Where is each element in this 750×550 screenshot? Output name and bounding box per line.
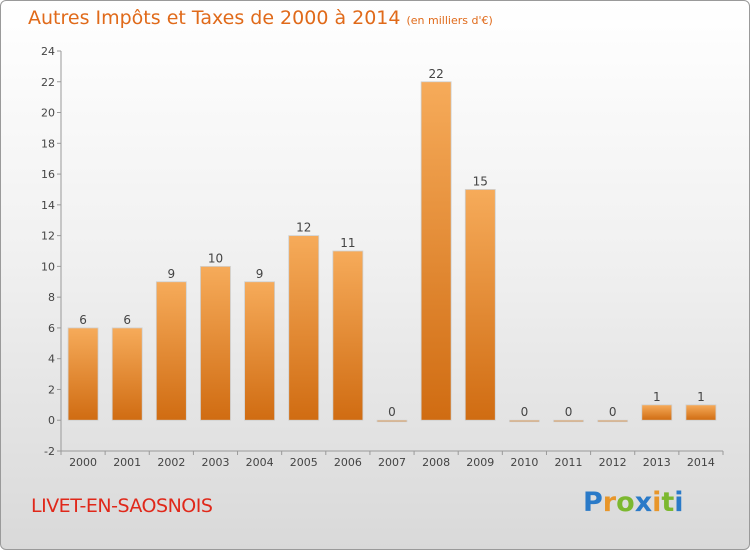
bar [244, 281, 276, 421]
x-tick-label: 2014 [687, 456, 715, 469]
bar [200, 265, 231, 421]
x-tick-label: 2004 [246, 456, 274, 469]
chart-title: Autres Impôts et Taxes de 2000 à 2014 [28, 7, 401, 29]
y-tick-label: 8 [48, 291, 55, 304]
bar [685, 404, 717, 421]
bar [376, 419, 408, 423]
bar-value-label: 10 [208, 251, 223, 265]
bar [464, 189, 496, 421]
bar [288, 235, 320, 421]
bar-value-label: 0 [565, 405, 573, 419]
y-tick-label: 20 [41, 107, 55, 120]
x-tick-label: 2001 [113, 456, 141, 469]
x-tick-label: 2009 [466, 456, 494, 469]
bar-value-label: 9 [168, 267, 176, 281]
y-tick-label: 0 [48, 414, 55, 427]
x-tick-label: 2000 [69, 456, 97, 469]
bar [332, 250, 364, 421]
y-tick-label: 24 [41, 45, 55, 58]
bar-value-label: 0 [388, 405, 396, 419]
y-tick-label: 18 [41, 137, 55, 150]
bar-value-label: 9 [256, 267, 264, 281]
x-tick-label: 2003 [201, 456, 229, 469]
y-tick-label: 2 [48, 383, 55, 396]
x-tick-label: 2012 [599, 456, 627, 469]
bar-value-label: 22 [428, 67, 443, 81]
x-tick-label: 2007 [378, 456, 406, 469]
y-tick-label: 14 [41, 199, 55, 212]
bar-value-label: 11 [340, 236, 355, 250]
x-tick-label: 2006 [334, 456, 362, 469]
bar [641, 404, 673, 421]
bar-value-label: 0 [609, 405, 617, 419]
y-tick-label: 16 [41, 168, 55, 181]
x-tick-label: 2005 [290, 456, 318, 469]
bar [420, 81, 452, 421]
bar-value-label: 1 [697, 390, 705, 404]
bar-value-label: 6 [79, 313, 87, 327]
bar-value-label: 12 [296, 221, 311, 235]
x-tick-label: 2008 [422, 456, 450, 469]
y-tick-label: -2 [44, 445, 55, 458]
y-tick-label: 10 [41, 260, 55, 273]
bar [597, 419, 629, 423]
bar [553, 419, 584, 423]
chart-title-block: Autres Impôts et Taxes de 2000 à 2014 (en… [28, 7, 493, 29]
commune-name: LIVET-EN-SAOSNOIS [31, 495, 213, 517]
bar [67, 327, 99, 421]
y-tick-label: 6 [48, 322, 55, 335]
y-tick-label: 22 [41, 76, 55, 89]
y-tick-label: 4 [48, 353, 55, 366]
bar [155, 281, 187, 421]
bar [111, 327, 143, 421]
bar-value-label: 1 [653, 390, 661, 404]
chart-subtitle: (en milliers d'€) [406, 14, 493, 27]
bar-value-label: 6 [123, 313, 131, 327]
proxiti-logo: Proxiti [583, 487, 684, 518]
bar [508, 419, 540, 423]
y-tick-label: 12 [41, 230, 55, 243]
x-tick-label: 2002 [157, 456, 185, 469]
x-tick-label: 2010 [510, 456, 538, 469]
x-tick-label: 2011 [555, 456, 583, 469]
bar-value-label: 0 [521, 405, 529, 419]
bar-value-label: 15 [473, 174, 488, 188]
x-tick-label: 2013 [643, 456, 671, 469]
